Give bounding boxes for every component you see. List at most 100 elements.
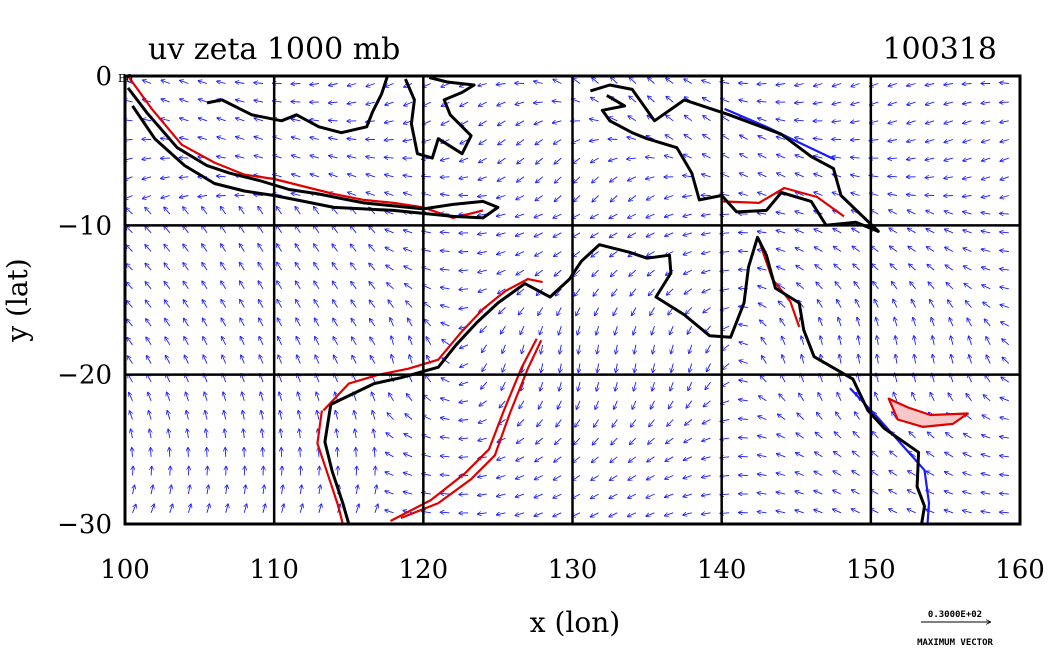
wind-vector — [198, 137, 208, 139]
wind-vector — [944, 84, 953, 85]
wind-vector — [180, 118, 189, 121]
wind-vector — [145, 263, 152, 271]
wind-vector — [354, 411, 356, 420]
wind-vector — [591, 98, 599, 103]
wind-vector — [665, 213, 674, 217]
wind-vector — [609, 117, 618, 122]
wind-vector — [893, 299, 898, 308]
wind-vector — [188, 485, 190, 495]
wind-vector — [408, 318, 413, 327]
wind-vector — [925, 177, 935, 178]
wind-vector — [516, 232, 525, 236]
wind-vector — [164, 207, 171, 215]
wind-vector — [574, 437, 581, 445]
wind-vector — [981, 231, 991, 233]
wind-vector — [516, 195, 525, 200]
wind-vector — [498, 288, 506, 294]
wind-vector — [702, 252, 711, 254]
wind-vector — [611, 77, 618, 84]
wind-vector — [665, 195, 674, 199]
wind-vector — [689, 363, 692, 373]
wind-vector — [184, 337, 189, 346]
wind-vector — [498, 120, 506, 126]
wind-vector — [628, 176, 637, 181]
wind-vector — [259, 355, 264, 364]
wind-vector — [1000, 232, 1009, 233]
wind-vector — [133, 485, 135, 495]
wind-vector — [876, 318, 879, 327]
wind-vector — [634, 363, 636, 373]
wind-vector — [801, 336, 804, 345]
wind-vector — [951, 355, 953, 364]
wind-vector — [890, 264, 898, 271]
wind-vector — [888, 158, 897, 159]
wind-vector — [739, 270, 748, 271]
wind-vector — [981, 121, 991, 123]
wind-vector — [648, 269, 655, 276]
wind-vector — [502, 344, 506, 353]
wind-vector — [236, 156, 245, 158]
wind-vector — [945, 229, 954, 234]
wind-vector — [776, 212, 786, 214]
wind-vector — [385, 510, 394, 513]
wind-vector — [777, 155, 786, 159]
wind-vector — [145, 245, 152, 252]
wind-vector — [665, 493, 674, 497]
wind-vector — [277, 300, 282, 308]
wind-vector — [986, 355, 991, 364]
wind-vector — [535, 456, 543, 462]
wind-vector — [1002, 357, 1010, 364]
x-tick-label: 130 — [548, 555, 598, 585]
wind-vector — [202, 281, 208, 290]
x-axis-label: x (lon) — [530, 606, 620, 639]
wind-vector — [739, 324, 748, 326]
wind-vector — [817, 413, 823, 420]
wind-vector — [517, 176, 525, 182]
wind-vector — [703, 307, 711, 313]
wind-vector — [404, 193, 413, 196]
wind-vector — [946, 283, 954, 290]
wind-vector — [516, 251, 525, 256]
wind-vector — [908, 246, 916, 252]
wind-vector — [632, 400, 637, 409]
wind-vector — [776, 511, 786, 513]
wind-vector — [912, 393, 917, 401]
wind-vector — [553, 80, 562, 84]
wind-vector — [161, 119, 170, 121]
wind-vector — [167, 411, 170, 420]
corner-tag: E0 — [118, 72, 133, 85]
wind-vector — [242, 411, 244, 420]
wind-vector — [815, 247, 823, 252]
wind-vector — [851, 175, 860, 177]
wind-vector — [263, 504, 265, 513]
wind-vector — [889, 490, 898, 495]
coastline-australia — [330, 235, 926, 524]
wind-vector — [554, 157, 562, 164]
wind-vector — [482, 344, 488, 353]
wind-vector — [169, 448, 170, 457]
wind-vector — [558, 400, 562, 409]
wind-vector — [665, 456, 674, 461]
wind-vector — [832, 102, 842, 104]
wind-vector — [856, 300, 861, 308]
wind-vector — [760, 376, 767, 383]
wind-vector — [202, 226, 208, 234]
wind-vector — [702, 288, 711, 293]
wind-vector — [425, 375, 432, 383]
wind-vector — [126, 227, 133, 234]
wind-vector — [478, 476, 487, 478]
wind-vector — [909, 264, 916, 271]
wind-vector — [310, 120, 319, 121]
wind-vector — [832, 121, 842, 122]
wind-vector — [316, 392, 319, 401]
wind-vector — [739, 380, 748, 382]
wind-vector — [217, 118, 226, 121]
wind-vector — [907, 140, 916, 142]
wind-vector — [1000, 196, 1009, 199]
wind-vector — [653, 344, 655, 354]
wind-vector — [536, 157, 543, 164]
wind-vector — [739, 438, 748, 439]
wind-vector — [497, 214, 506, 216]
wind-vector — [262, 429, 263, 439]
wind-vector — [815, 265, 823, 271]
